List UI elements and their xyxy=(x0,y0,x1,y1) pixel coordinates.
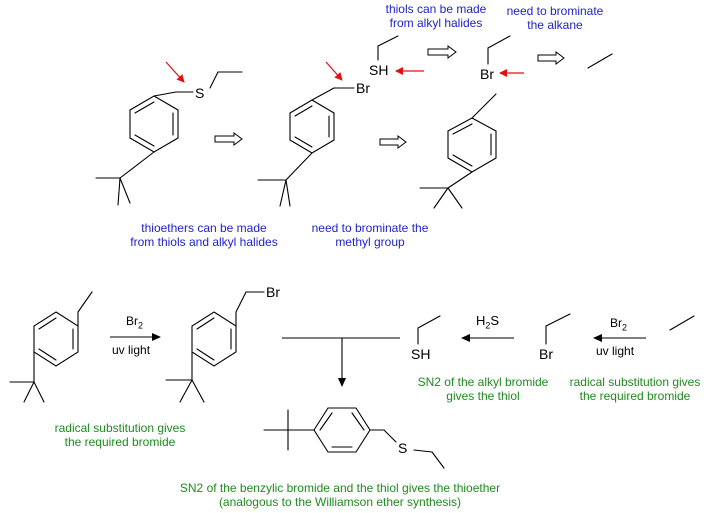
thiol-atom: SH xyxy=(369,62,389,78)
sulfur-atom: S xyxy=(195,85,205,101)
annotation-sn2-benzylic: SN2 of the benzylic bromide and the thio… xyxy=(179,481,501,509)
annotation-brominate-alkane: need to brominate the alkane xyxy=(506,4,604,32)
ethane-top xyxy=(587,53,613,69)
annotation-sn2-alkyl-bromide: SN2 of the alkyl bromide gives the thiol xyxy=(417,375,549,403)
tert-butyltoluene-bottom xyxy=(9,291,93,403)
bromine-atom: Br xyxy=(356,80,370,96)
annotation-radical-substitution-left: radical substitution gives the required … xyxy=(54,421,186,449)
bromine-atom: Br xyxy=(539,346,553,362)
reagent-uv-light: uv light xyxy=(596,344,635,358)
bromine-atom: Br xyxy=(480,66,494,82)
retro-arrows xyxy=(214,45,565,149)
annotation-radical-substitution-right: radical substitution gives the required … xyxy=(569,375,701,403)
reagent-uv-light: uv light xyxy=(112,343,151,357)
reagent-h2s: H2S xyxy=(476,313,500,331)
tert-butyltoluene-top xyxy=(419,93,497,209)
annotation-thioethers-from-thiols: thioethers can be made from thiols and a… xyxy=(130,221,278,249)
reaction-arrows xyxy=(110,333,646,387)
bromoethane-bottom xyxy=(545,313,571,345)
ethane-bottom xyxy=(669,315,695,331)
reagent-bromine: Br2 xyxy=(126,314,144,331)
ethanethiol-top xyxy=(377,35,399,61)
bromoethane-top xyxy=(487,35,511,65)
annotation-thiols-from-halides: thiols can be made from alkyl halides xyxy=(385,2,487,30)
thioether-product xyxy=(263,407,445,469)
bromine-atom: Br xyxy=(266,284,280,300)
annotation-brominate-methyl: need to brominate the methyl group xyxy=(311,221,429,249)
benzylic-bromide xyxy=(257,87,355,207)
thioether-target xyxy=(95,71,243,206)
thiol-atom: SH xyxy=(411,346,431,362)
reagent-bromine: Br2 xyxy=(610,316,628,333)
sulfur-atom: S xyxy=(398,440,408,456)
benzylic-bromide-bottom xyxy=(165,291,265,403)
ethanethiol-bottom xyxy=(417,315,441,345)
disconnection-arrows xyxy=(165,61,524,83)
